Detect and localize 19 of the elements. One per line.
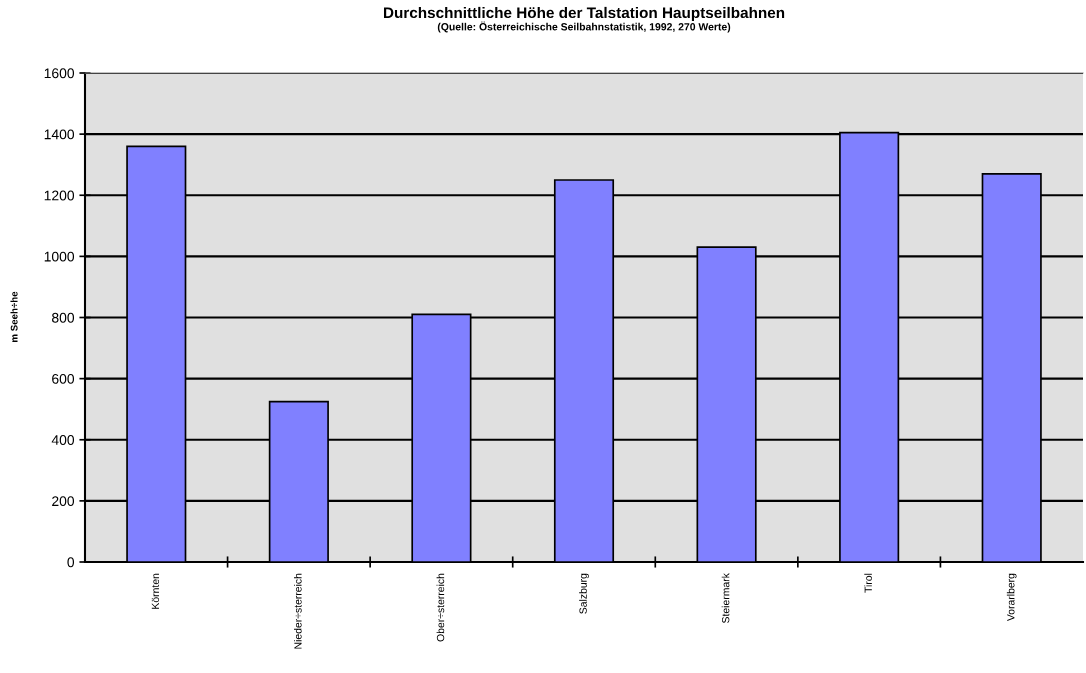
x-tick-label: Steiermark bbox=[721, 573, 730, 623]
y-tick-label: 0 bbox=[67, 557, 75, 568]
chart-title: Durchschnittliche Höhe der Talstation Hauptseilbahnen bbox=[383, 6, 785, 22]
y-axis-title: m Seeh÷he bbox=[10, 291, 18, 342]
y-tick-label: 1000 bbox=[44, 251, 75, 262]
y-tick-label: 200 bbox=[52, 496, 75, 507]
chart-subtitle: (Quelle: Österreichische Seilbahnstatistik, 1992, 270 Werte) bbox=[437, 21, 731, 33]
y-tick-label: 600 bbox=[52, 373, 75, 384]
y-tick-label: 1200 bbox=[44, 190, 75, 201]
x-tick-label: Nieder÷sterreich bbox=[294, 573, 302, 649]
y-tick-label: 1600 bbox=[44, 68, 75, 79]
y-tick-label: 400 bbox=[51, 435, 75, 445]
y-tick-label: 1400 bbox=[44, 129, 75, 140]
y-tick-label: 800 bbox=[52, 312, 75, 323]
x-tick-label: Vorarlberg bbox=[1006, 573, 1017, 622]
x-tick-label: Salzburg bbox=[579, 573, 589, 614]
x-tick-label: Körnten bbox=[151, 573, 160, 609]
x-tick-label: Ober÷sterreich bbox=[436, 573, 445, 642]
x-tick-label: Tirol bbox=[864, 573, 872, 593]
